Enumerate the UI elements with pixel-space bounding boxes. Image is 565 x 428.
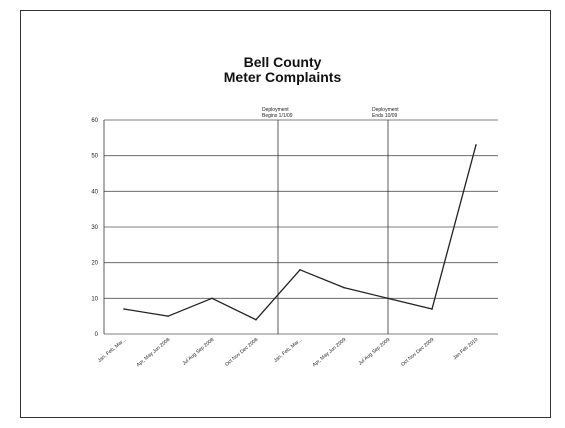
x-tick-label-7: Oct Nov Dec 2009 <box>400 337 435 368</box>
y-tick-label-40: 40 <box>91 189 98 195</box>
series-line-0 <box>123 144 477 321</box>
chart-frame <box>20 10 551 418</box>
annotation-label-0-line2: Begins 1/1/09 <box>262 113 293 119</box>
data-point-0-3 <box>255 318 257 321</box>
x-tick-label-4: Jan, Feb, Mar... <box>273 337 303 364</box>
data-point-0-7 <box>431 308 433 310</box>
annotation-label-0-line1: Deployment <box>262 107 289 113</box>
data-point-0-8 <box>475 144 477 146</box>
data-point-0-6 <box>387 297 389 300</box>
x-tick-label-8: Jan Feb 2010 <box>452 337 479 361</box>
y-tick-label-30: 30 <box>91 225 98 231</box>
annotation-label-1-line1: Deployment <box>372 107 399 113</box>
chart-title: Bell County <box>243 54 322 70</box>
y-tick-label-0: 0 <box>95 332 99 338</box>
x-tick-label-3: Oct Nov Dec 2008 <box>224 337 259 368</box>
y-tick-label-50: 50 <box>91 154 98 160</box>
x-tick-label-5: Apr, May Jun 2009 <box>311 337 347 369</box>
x-tick-label-1: Apr, May Jun 2008 <box>135 337 171 369</box>
y-tick-label-10: 10 <box>91 296 98 302</box>
data-point-0-5 <box>343 286 345 289</box>
chart-subtitle: Meter Complaints <box>223 69 342 85</box>
x-tick-label-0: Jan, Feb, Mar... <box>97 337 127 364</box>
y-tick-label-20: 20 <box>91 261 98 267</box>
annotation-label-1-line2: Ends 10/09 <box>372 113 398 119</box>
data-point-0-1 <box>167 315 169 317</box>
y-tick-label-60: 60 <box>91 118 98 124</box>
data-point-0-0 <box>123 308 125 310</box>
data-point-0-2 <box>211 297 213 300</box>
x-tick-label-2: Jul Aug Sep 2008 <box>181 337 215 367</box>
data-point-0-4 <box>299 269 301 271</box>
x-tick-label-6: Jul Aug Sep 2009 <box>357 337 391 367</box>
